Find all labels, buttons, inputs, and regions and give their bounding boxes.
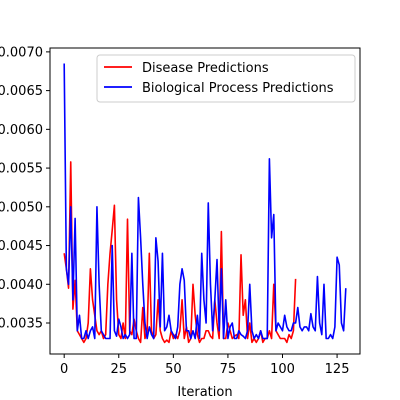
y-axis: 0.0035 0.0040 0.0045 0.0050 0.0055 0.0060 0.00… — [0, 45, 50, 332]
y-tick-label: 0.0070 — [0, 45, 43, 60]
plot-frame — [49, 47, 361, 355]
series-line-biological-process — [63, 63, 347, 340]
legend: Disease Predictions Biological Process P… — [96, 54, 356, 103]
x-tick-label: 0 — [60, 362, 68, 377]
x-tick-label: 75 — [220, 362, 237, 377]
legend-label-disease: Disease Predictions — [142, 61, 269, 76]
x-tick-label: 50 — [165, 362, 182, 377]
y-tick-label: 0.0055 — [0, 162, 43, 177]
y-tick-label: 0.0045 — [0, 239, 43, 254]
x-axis-title: Iteration — [177, 385, 232, 400]
legend-label-biological-process: Biological Process Predictions — [142, 81, 334, 96]
y-tick-label: 0.0060 — [0, 123, 43, 138]
y-tick-label: 0.0050 — [0, 200, 43, 215]
legend-box — [96, 54, 356, 103]
x-axis: 0 25 50 75 100 125 — [60, 354, 349, 377]
series-line-disease — [63, 161, 297, 344]
y-tick-label: 0.0035 — [0, 317, 43, 332]
y-tick-label: 0.0065 — [0, 84, 43, 99]
x-tick-label: 25 — [110, 362, 127, 377]
plot-lines — [63, 63, 347, 344]
x-tick-label: 100 — [270, 362, 295, 377]
x-tick-label: 125 — [325, 362, 350, 377]
y-tick-label: 0.0040 — [0, 278, 43, 293]
